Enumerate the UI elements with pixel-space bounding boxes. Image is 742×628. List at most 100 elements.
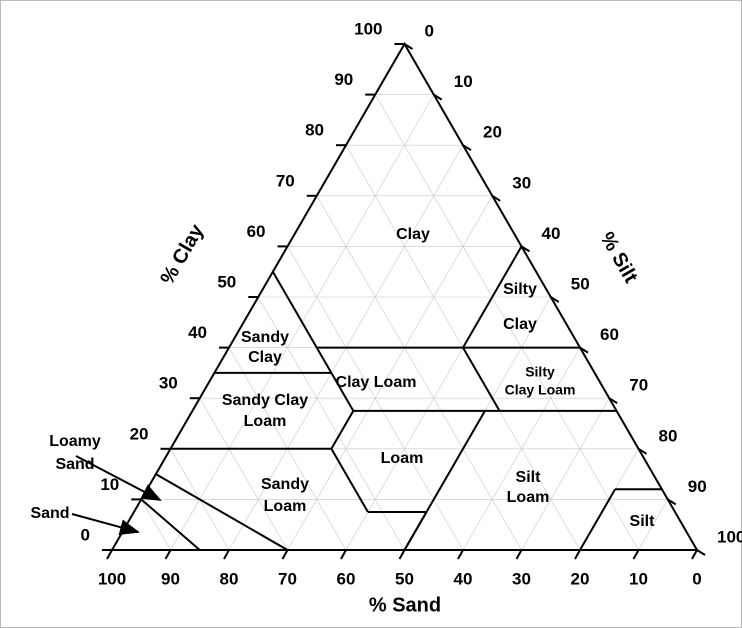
sand-tick-label: 70 (278, 569, 297, 588)
region-label: Clay Loam (336, 374, 417, 391)
clay-tick-label: 60 (247, 222, 266, 241)
region-label: Sandy Clay (222, 392, 308, 409)
silt-tick (696, 549, 706, 556)
silt-tick (550, 296, 560, 303)
silt-tick-label: 10 (454, 72, 473, 91)
silt-tick (491, 194, 501, 202)
grid-line (257, 296, 405, 551)
clay-tick-label: 40 (188, 323, 207, 342)
class-boundary (140, 498, 201, 551)
clay-axis-label: % Clay (156, 220, 208, 289)
region-label: Silty (525, 364, 555, 380)
sand-tick-label: 50 (395, 569, 414, 588)
labels: 100 90 80 70 60 50 40 30 20 10 0010203040506070809… (30, 19, 742, 588)
silt-tick (667, 498, 677, 506)
sand-tick (457, 549, 464, 560)
class-boundary (579, 488, 616, 551)
clay-tick-label: 70 (276, 171, 295, 190)
sand-tick (515, 549, 523, 560)
silt-tick-label: 40 (542, 224, 561, 243)
silt-tick-label: 90 (688, 477, 707, 496)
region-label: Clay Loam (505, 382, 576, 398)
sand-tick-label: 40 (454, 569, 473, 588)
sand-tick-label: 10 (629, 569, 648, 588)
region-label: Sandy (261, 476, 309, 493)
sand-tick (340, 549, 347, 560)
sand-tick (164, 549, 172, 560)
silt-tick-label: 20 (483, 123, 502, 142)
class-boundary (462, 245, 523, 349)
sand-tick (398, 549, 406, 560)
sand-tick (691, 549, 698, 560)
grid-line (374, 94, 639, 551)
class-boundary (272, 271, 318, 349)
clay-tick-label: 80 (305, 121, 324, 140)
silt-axis-label: % Silt (595, 229, 641, 287)
class-boundary (462, 347, 501, 412)
region-label: Loam (507, 489, 550, 506)
region-label: Silt (516, 469, 542, 486)
silt-tick-label: 70 (629, 376, 648, 395)
silt-tick (637, 447, 648, 455)
sand-tick-label: 30 (512, 569, 531, 588)
sand-tick (106, 549, 113, 560)
region-label: Loam (381, 450, 424, 467)
grid-line (199, 398, 288, 551)
silt-tick-label: 100 (717, 527, 742, 546)
region-label: Clay (396, 226, 430, 243)
silt-tick-label: 60 (600, 325, 619, 344)
silt-tick-label: 30 (512, 173, 531, 192)
silt-tick (520, 245, 531, 253)
sand-tick-label: 60 (337, 569, 356, 588)
grid-line (316, 195, 522, 551)
sand-tick-label: 100 (98, 569, 126, 588)
silt-tick (433, 93, 443, 101)
grid-line (638, 499, 669, 551)
region-label: Silt (630, 513, 656, 530)
region-label: Loam (244, 413, 287, 430)
annotation: Sand (30, 505, 69, 522)
sand-tick-label: 80 (220, 569, 239, 588)
clay-tick-label: 20 (130, 424, 149, 443)
annotation: Loamy (49, 433, 101, 450)
region-label: Clay (503, 316, 537, 333)
sand-tick-label: 90 (161, 569, 180, 588)
clay-tick-label: 10 (100, 475, 119, 494)
annotation: Sand (55, 456, 94, 473)
sand-tick (574, 549, 581, 560)
grid-line (287, 195, 493, 551)
grid-line (140, 499, 171, 551)
sand-tick-label: 20 (571, 569, 590, 588)
class-boundary (330, 448, 369, 513)
region-label: Loam (264, 498, 307, 515)
sand-axis-label: % Sand (369, 594, 441, 616)
silt-tick (462, 144, 472, 152)
silt-tick-label: 0 (425, 21, 434, 40)
silt-tick-label: 50 (571, 274, 590, 293)
grid-line (462, 347, 581, 551)
region-label: Sandy (241, 329, 289, 346)
clay-tick-label: 100 (354, 19, 382, 38)
grid-line (521, 398, 610, 551)
arrow (75, 455, 162, 501)
sand-tick-label: 0 (692, 569, 701, 588)
sand-tick (281, 549, 289, 560)
ticks (102, 43, 706, 560)
region-label: Clay (248, 349, 282, 366)
clay-tick-label: 90 (334, 70, 353, 89)
class-boundary (315, 347, 355, 412)
clay-tick-label: 50 (217, 272, 236, 291)
silt-tick (579, 346, 589, 354)
class-boundary (403, 410, 486, 551)
class-boundary (155, 473, 288, 551)
clay-tick-label: 30 (159, 374, 178, 393)
sand-tick (223, 549, 230, 560)
silt-tick-label: 80 (659, 426, 678, 445)
sand-tick (632, 549, 640, 560)
silt-tick (608, 397, 618, 405)
grid (140, 94, 669, 551)
class-boundary (330, 410, 355, 450)
arrow (71, 513, 140, 535)
silt-tick (403, 43, 414, 50)
